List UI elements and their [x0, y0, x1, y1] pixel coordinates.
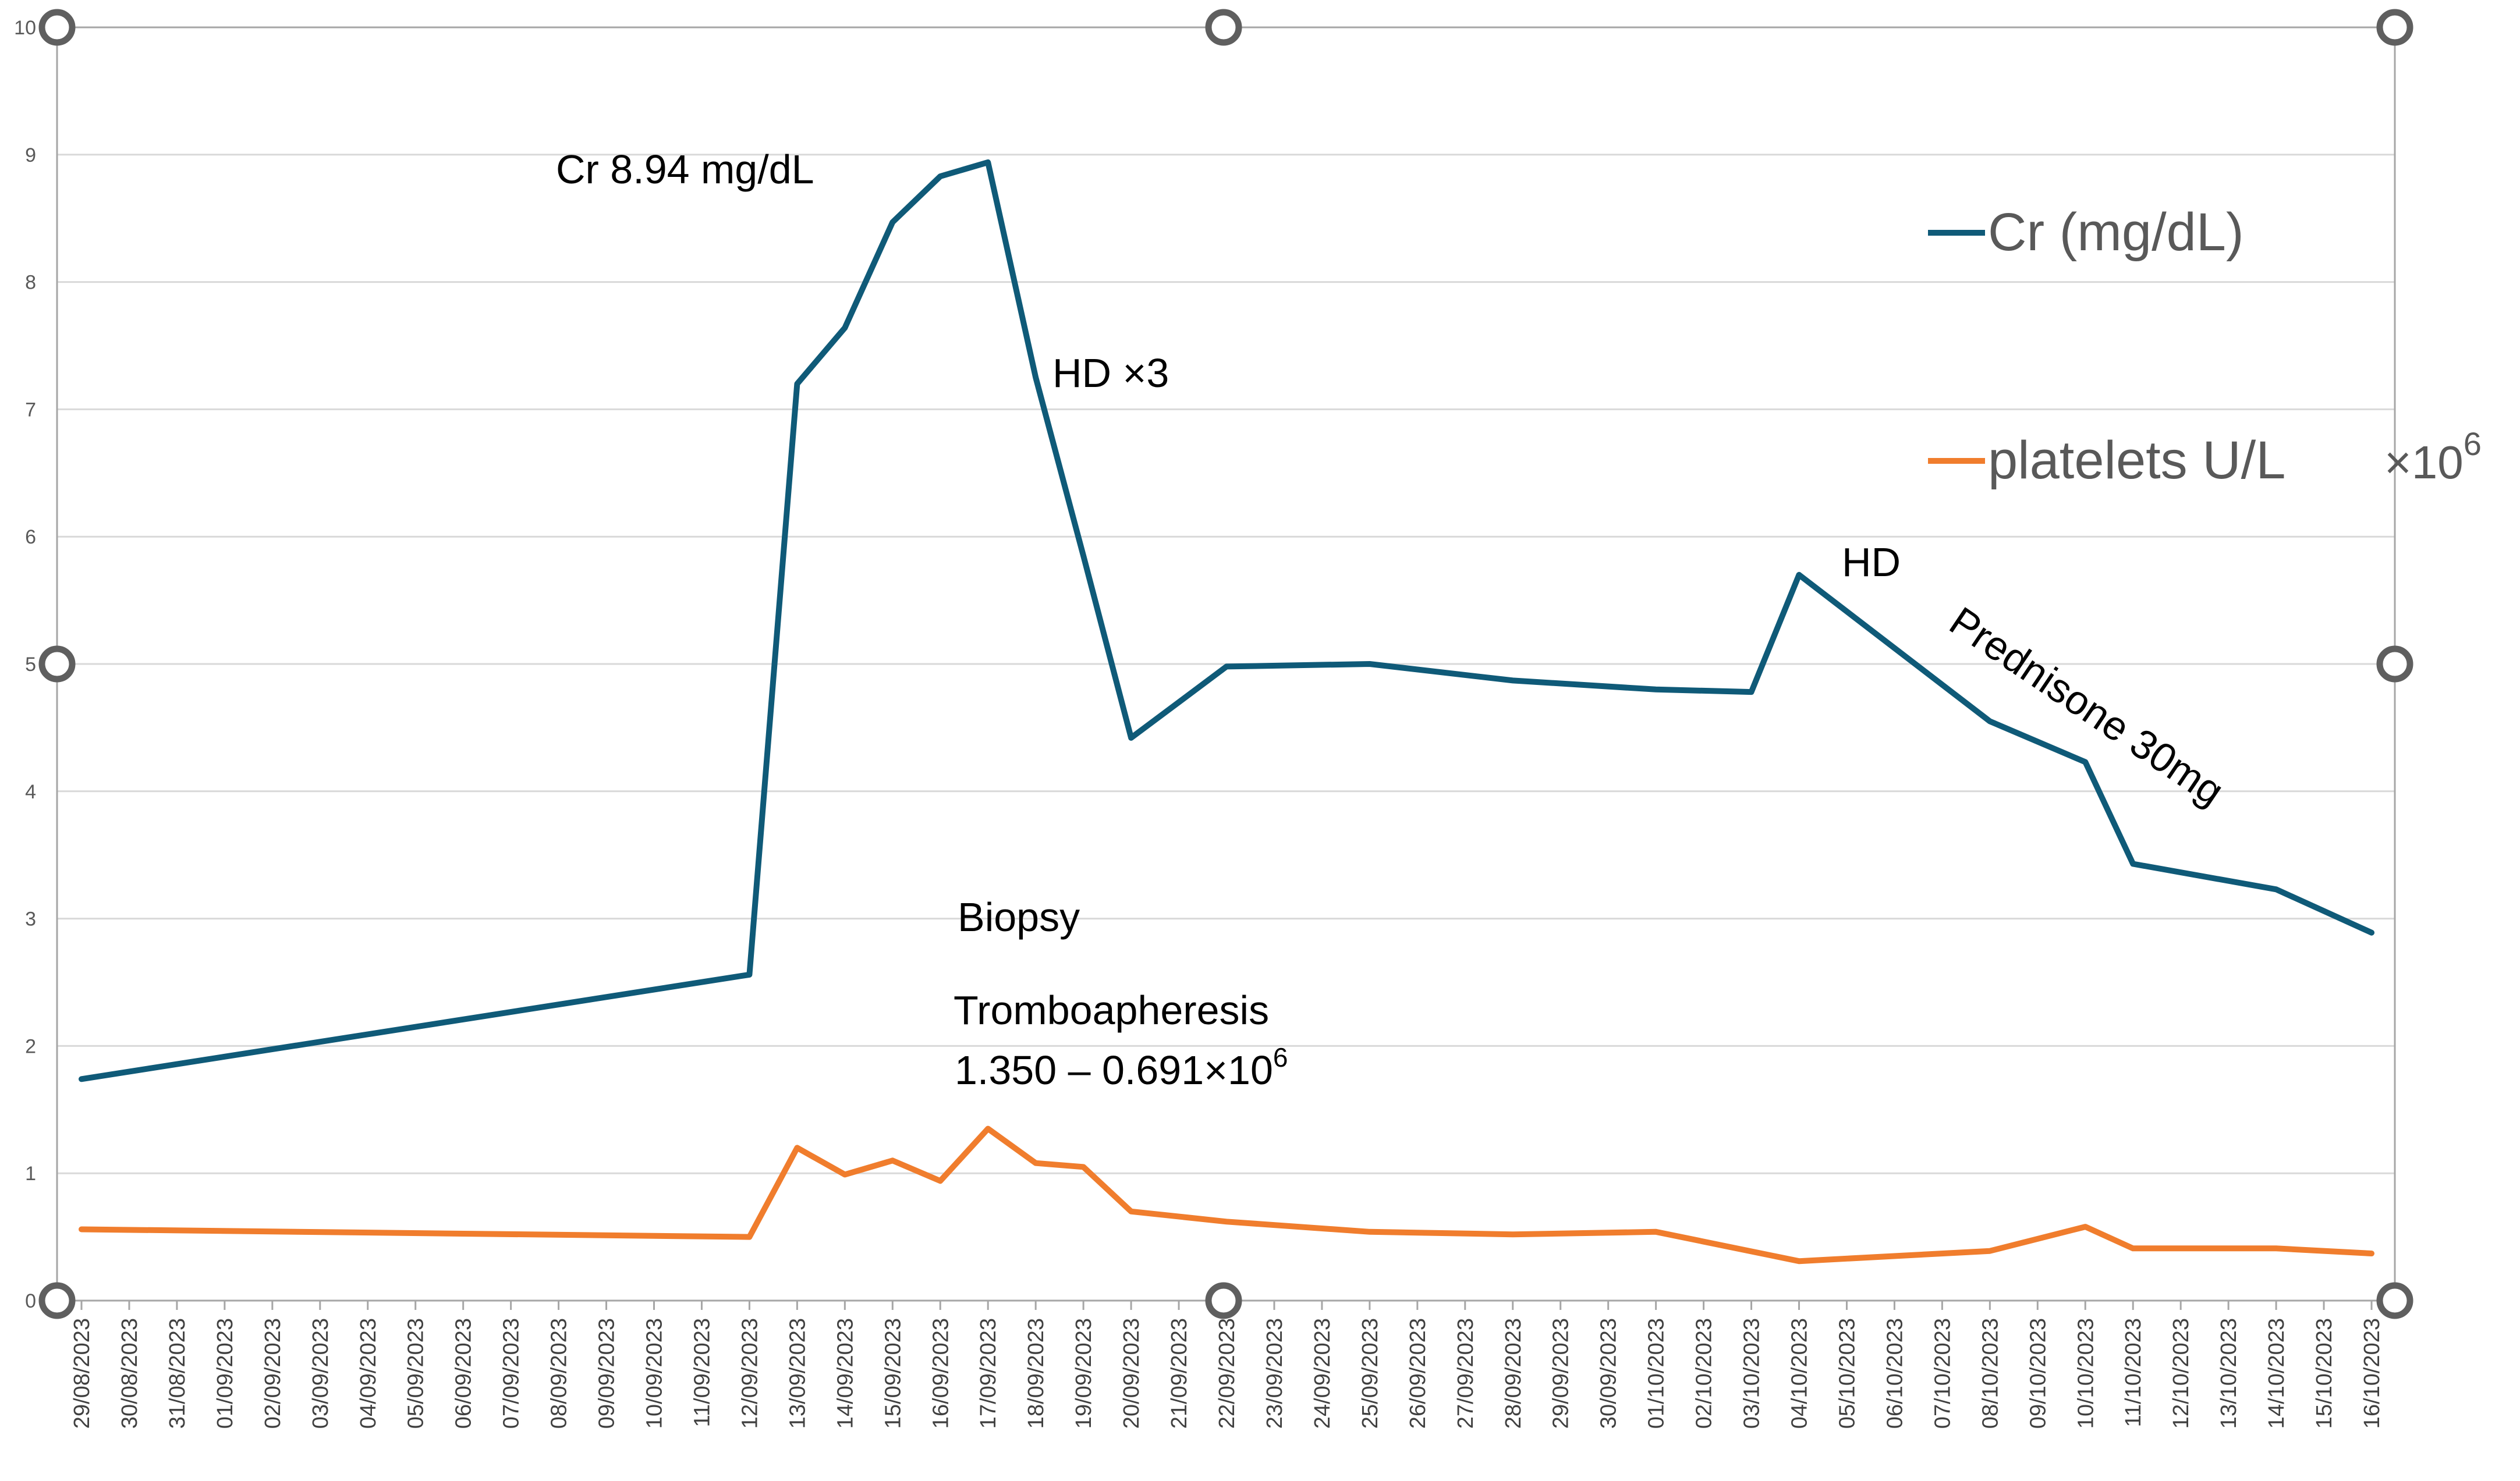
y-tick-label: 6: [25, 526, 36, 548]
x-tick-label: 03/10/2023: [1740, 1318, 1764, 1429]
x-tick-label: 30/08/2023: [118, 1318, 142, 1429]
x-tick-label: 21/09/2023: [1167, 1318, 1192, 1429]
x-tick-label: 01/10/2023: [1644, 1318, 1669, 1429]
annotation-hd: HD: [1842, 539, 1901, 585]
resize-handle[interactable]: [2376, 1282, 2413, 1319]
x-tick-label: 18/09/2023: [1024, 1318, 1048, 1429]
resize-handle[interactable]: [2376, 9, 2413, 46]
y-tick-label: 9: [25, 144, 36, 166]
x-tick-label: 07/09/2023: [499, 1318, 524, 1429]
x-tick-label: 05/09/2023: [404, 1318, 428, 1429]
x-tick-label: 08/09/2023: [547, 1318, 572, 1429]
x-tick-label: 03/09/2023: [309, 1318, 333, 1429]
x-tick-label: 10/10/2023: [2074, 1318, 2098, 1429]
x-tick-label: 25/09/2023: [1358, 1318, 1383, 1429]
resize-handle[interactable]: [2376, 645, 2413, 683]
annotation-platelet-range: 1.350 – 0.691×106: [955, 1042, 1288, 1093]
x-tick-label: 06/10/2023: [1883, 1318, 1907, 1429]
x-tick-label: 09/10/2023: [2026, 1318, 2050, 1429]
y-tick-label: 2: [25, 1035, 36, 1057]
resize-handle[interactable]: [38, 9, 76, 46]
x-tick-label: 30/09/2023: [1597, 1318, 1621, 1429]
x-tick-label: 28/09/2023: [1501, 1318, 1526, 1429]
x-axis-tick-labels: 29/08/2023 30/08/2023 31/08/2023 01/09/2023…: [70, 1301, 2384, 1429]
annotation-biopsy: Biopsy: [958, 894, 1080, 940]
x-tick-label: 14/09/2023: [833, 1318, 857, 1429]
x-tick-label: 11/09/2023: [690, 1318, 714, 1427]
x-tick-label: 22/09/2023: [1215, 1318, 1239, 1429]
x-tick-label: 02/09/2023: [261, 1318, 285, 1429]
y-axis-tick-labels: 0 1 2 3 4 5 6 7 8 9 10: [14, 17, 36, 1312]
x-tick-label: 20/09/2023: [1119, 1318, 1144, 1429]
resize-handle[interactable]: [1205, 1282, 1242, 1319]
x-tick-label: 08/10/2023: [1978, 1318, 2002, 1429]
series-lines: [79, 159, 2374, 1265]
y-tick-label: 4: [25, 781, 36, 803]
x-tick-label: 09/09/2023: [595, 1318, 619, 1429]
x-tick-label: 16/09/2023: [928, 1318, 953, 1429]
x-tick-label: 24/09/2023: [1310, 1318, 1335, 1429]
x-tick-label: 12/09/2023: [738, 1318, 762, 1429]
x-tick-label: 27/09/2023: [1454, 1318, 1478, 1429]
x-tick-label: 06/09/2023: [452, 1318, 476, 1429]
x-tick-label: 12/10/2023: [2169, 1318, 2193, 1429]
x-tick-label: 15/10/2023: [2312, 1318, 2337, 1429]
series-cr-line: [79, 159, 2374, 1082]
legend-label-platelets: platelets U/L: [1988, 431, 2285, 490]
x-tick-label: 31/08/2023: [165, 1318, 190, 1429]
x-tick-label: 15/09/2023: [881, 1318, 905, 1429]
y-tick-label: 3: [25, 908, 36, 930]
x-tick-label: 19/09/2023: [1072, 1318, 1096, 1429]
x-tick-label: 05/10/2023: [1835, 1318, 1859, 1429]
x-tick-label: 11/10/2023: [2121, 1318, 2146, 1427]
x-tick-label: 17/09/2023: [976, 1318, 1001, 1429]
resize-handle[interactable]: [1205, 9, 1242, 46]
annotation-tromboapheresis: Tromboapheresis: [954, 988, 1269, 1033]
annotation-cr-peak: Cr 8.94 mg/dL: [556, 147, 814, 192]
series-platelets-line: [79, 1125, 2374, 1265]
x-tick-label: 10/09/2023: [643, 1318, 667, 1429]
x-tick-label: 01/09/2023: [213, 1318, 238, 1429]
x-tick-label: 26/09/2023: [1406, 1318, 1430, 1429]
x-tick-label: 02/10/2023: [1692, 1318, 1717, 1429]
annotation-hd-x3: HD ×3: [1052, 350, 1169, 396]
y-tick-label: 1: [25, 1163, 36, 1185]
resize-handle[interactable]: [38, 645, 76, 683]
resize-handle[interactable]: [38, 1282, 76, 1319]
y-tick-label: 0: [25, 1290, 36, 1312]
x-tick-label: 14/10/2023: [2264, 1318, 2289, 1429]
y-tick-label: 7: [25, 399, 36, 421]
x-tick-label: 16/10/2023: [2360, 1318, 2384, 1429]
x-tick-label: 23/09/2023: [1263, 1318, 1287, 1429]
x-tick-label: 13/10/2023: [2217, 1318, 2241, 1429]
y-tick-label: 5: [25, 654, 36, 676]
x-tick-label: 13/09/2023: [785, 1318, 810, 1429]
x-tick-label: 29/09/2023: [1549, 1318, 1573, 1429]
legend-label-cr: Cr (mg/dL): [1988, 203, 2244, 262]
selection-handles[interactable]: [38, 9, 2413, 1319]
x-tick-label: 04/09/2023: [356, 1318, 381, 1429]
y-tick-label: 10: [14, 17, 36, 39]
y-tick-label: 8: [25, 272, 36, 294]
x-tick-label: 29/08/2023: [70, 1318, 94, 1429]
x-tick-label: 04/10/2023: [1788, 1318, 1812, 1429]
x-tick-label: 07/10/2023: [1930, 1318, 1955, 1429]
